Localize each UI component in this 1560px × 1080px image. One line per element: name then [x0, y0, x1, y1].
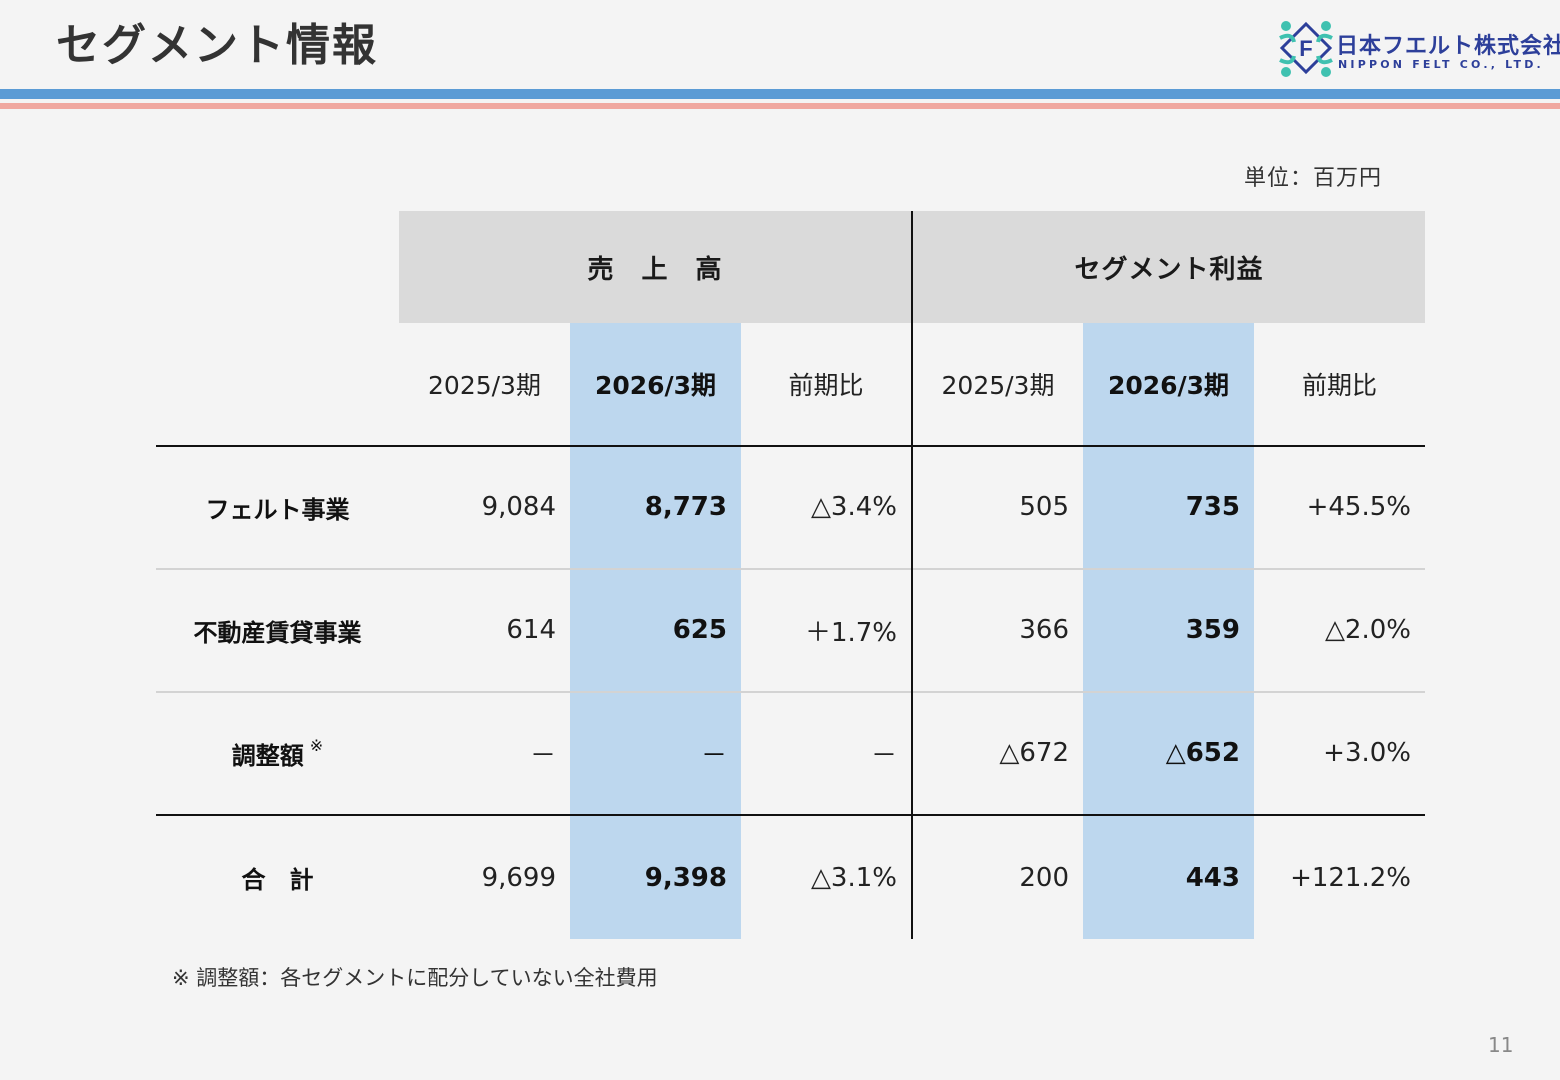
- table-cell: +121.2%: [1290, 862, 1411, 893]
- table-cell: △672: [999, 738, 1069, 768]
- table-cell: ＋1.7%: [804, 617, 897, 648]
- table-cell: 366: [1019, 615, 1069, 645]
- row-label-adjustment-text: 調整額: [231, 741, 304, 770]
- table-cell: 9,699: [481, 862, 556, 893]
- period-header-profit-current: 2026/3期: [1107, 371, 1230, 400]
- table-cell: △652: [1165, 738, 1240, 768]
- table-cell: 735: [1185, 492, 1240, 522]
- row-label-felt: フェルト事業: [205, 495, 350, 524]
- table-cell: 614: [506, 615, 556, 645]
- felt-logo-icon: F: [1279, 21, 1333, 77]
- table-cell: 359: [1185, 615, 1240, 645]
- table-cell: －: [870, 740, 897, 771]
- group-header-segment-profit: セグメント利益: [913, 211, 1425, 323]
- table-divider-vertical: [911, 211, 913, 939]
- period-header-sales-yoy: 前期比: [788, 371, 864, 400]
- company-logo: F 日本フエルト株式会社 NIPPON FELT CO., LTD.: [1276, 18, 1560, 82]
- row-label-adjustment: 調整額 ※: [156, 692, 399, 814]
- table-cell: 200: [1019, 862, 1069, 893]
- table-cell: 8,773: [644, 492, 727, 522]
- logo-mark-letter: F: [1299, 36, 1312, 61]
- logo-company-name-en: NIPPON FELT CO., LTD.: [1338, 58, 1544, 71]
- table-cell: 443: [1185, 862, 1240, 893]
- logo-company-name-jp: 日本フエルト株式会社: [1336, 34, 1560, 59]
- table-cell: 505: [1019, 492, 1069, 522]
- page-title: セグメント情報: [56, 20, 378, 71]
- table-cell: 9,084: [481, 492, 556, 522]
- row-label-total: 合 計: [241, 866, 314, 894]
- period-header-profit-yoy: 前期比: [1301, 371, 1377, 400]
- table-cell: 9,398: [644, 862, 727, 893]
- table-rule-header: [156, 445, 1425, 447]
- table-cell: △3.4%: [810, 492, 897, 522]
- period-header-sales-current: 2026/3期: [594, 371, 717, 400]
- period-header-profit-prior: 2025/3期: [941, 371, 1055, 400]
- header-band-blue: [0, 89, 1560, 99]
- group-header-sales: 売 上 高: [399, 211, 911, 323]
- highlight-column-sales-current: [570, 323, 741, 939]
- table-rule-total: [156, 814, 1425, 816]
- table-cell: 625: [672, 615, 727, 645]
- footnote: ※ 調整額：各セグメントに配分していない全社費用: [172, 966, 658, 990]
- table-cell: △3.1%: [810, 862, 897, 893]
- table-cell: +45.5%: [1306, 492, 1411, 522]
- row-label-real-estate: 不動産賃貸事業: [193, 618, 362, 647]
- page-number: 11: [1488, 1033, 1514, 1057]
- table-rule-row: [156, 568, 1425, 570]
- table-cell: －: [529, 740, 556, 771]
- table-cell: △2.0%: [1324, 615, 1411, 645]
- table-cell: +3.0%: [1323, 738, 1411, 768]
- highlight-column-profit-current: [1083, 323, 1254, 939]
- header-band-pink: [0, 103, 1560, 109]
- footnote-mark: ※: [309, 735, 324, 755]
- unit-label: 単位：百万円: [1244, 166, 1383, 191]
- table-rule-row: [156, 691, 1425, 693]
- table-cell: －: [700, 740, 727, 771]
- period-header-sales-prior: 2025/3期: [428, 371, 541, 400]
